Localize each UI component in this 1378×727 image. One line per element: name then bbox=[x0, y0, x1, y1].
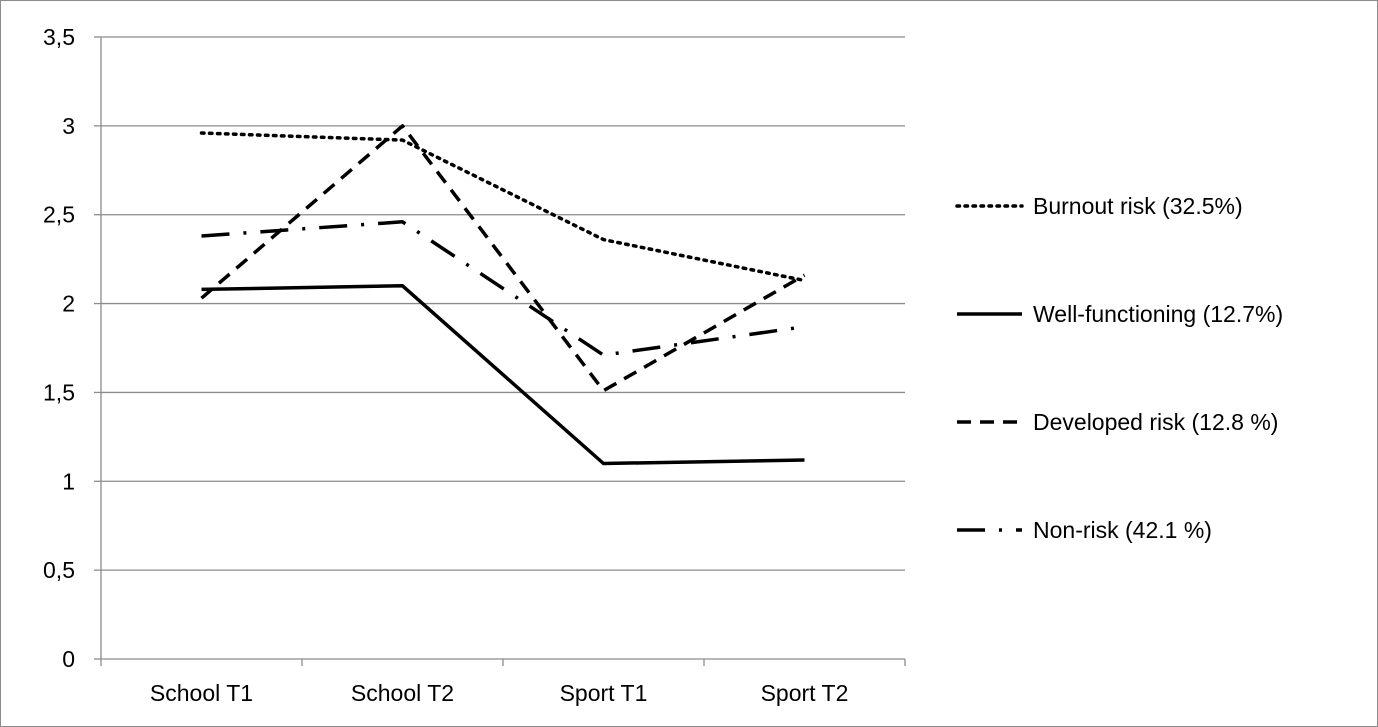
x-tick-label: Sport T1 bbox=[560, 680, 648, 706]
x-tick-label: School T2 bbox=[351, 680, 454, 706]
legend-label: Non-risk (42.1 %) bbox=[1033, 517, 1212, 543]
y-tick-label: 0 bbox=[62, 646, 75, 672]
y-tick-label: 1,5 bbox=[43, 379, 75, 405]
x-tick-label: Sport T2 bbox=[761, 680, 849, 706]
series-line-solid bbox=[201, 284, 805, 466]
series-lines bbox=[199, 124, 807, 466]
y-tick-label: 1 bbox=[62, 468, 75, 494]
y-tick-label: 0,5 bbox=[43, 557, 75, 583]
axes: 0 0,5 1 1,5 2 2,5 3 3,5 School T1 School T2 Sport … bbox=[43, 24, 906, 706]
gridlines bbox=[101, 36, 905, 571]
legend-label: Well-functioning (12.7%) bbox=[1033, 301, 1283, 327]
legend: Burnout risk (32.5%) Well-functioning (12… bbox=[955, 193, 1283, 543]
series-line-dashed bbox=[200, 124, 806, 393]
series-line-dotted bbox=[199, 131, 807, 283]
y-tick-label: 2,5 bbox=[43, 202, 75, 228]
legend-label: Developed risk (12.8 %) bbox=[1033, 409, 1278, 435]
x-tick-label: School T1 bbox=[150, 680, 253, 706]
series-line-dashdot bbox=[201, 220, 805, 357]
y-tick-label: 2 bbox=[62, 291, 75, 317]
y-tick-label: 3 bbox=[62, 113, 75, 139]
legend-label: Burnout risk (32.5%) bbox=[1033, 193, 1243, 219]
y-tick-label: 3,5 bbox=[43, 24, 75, 50]
